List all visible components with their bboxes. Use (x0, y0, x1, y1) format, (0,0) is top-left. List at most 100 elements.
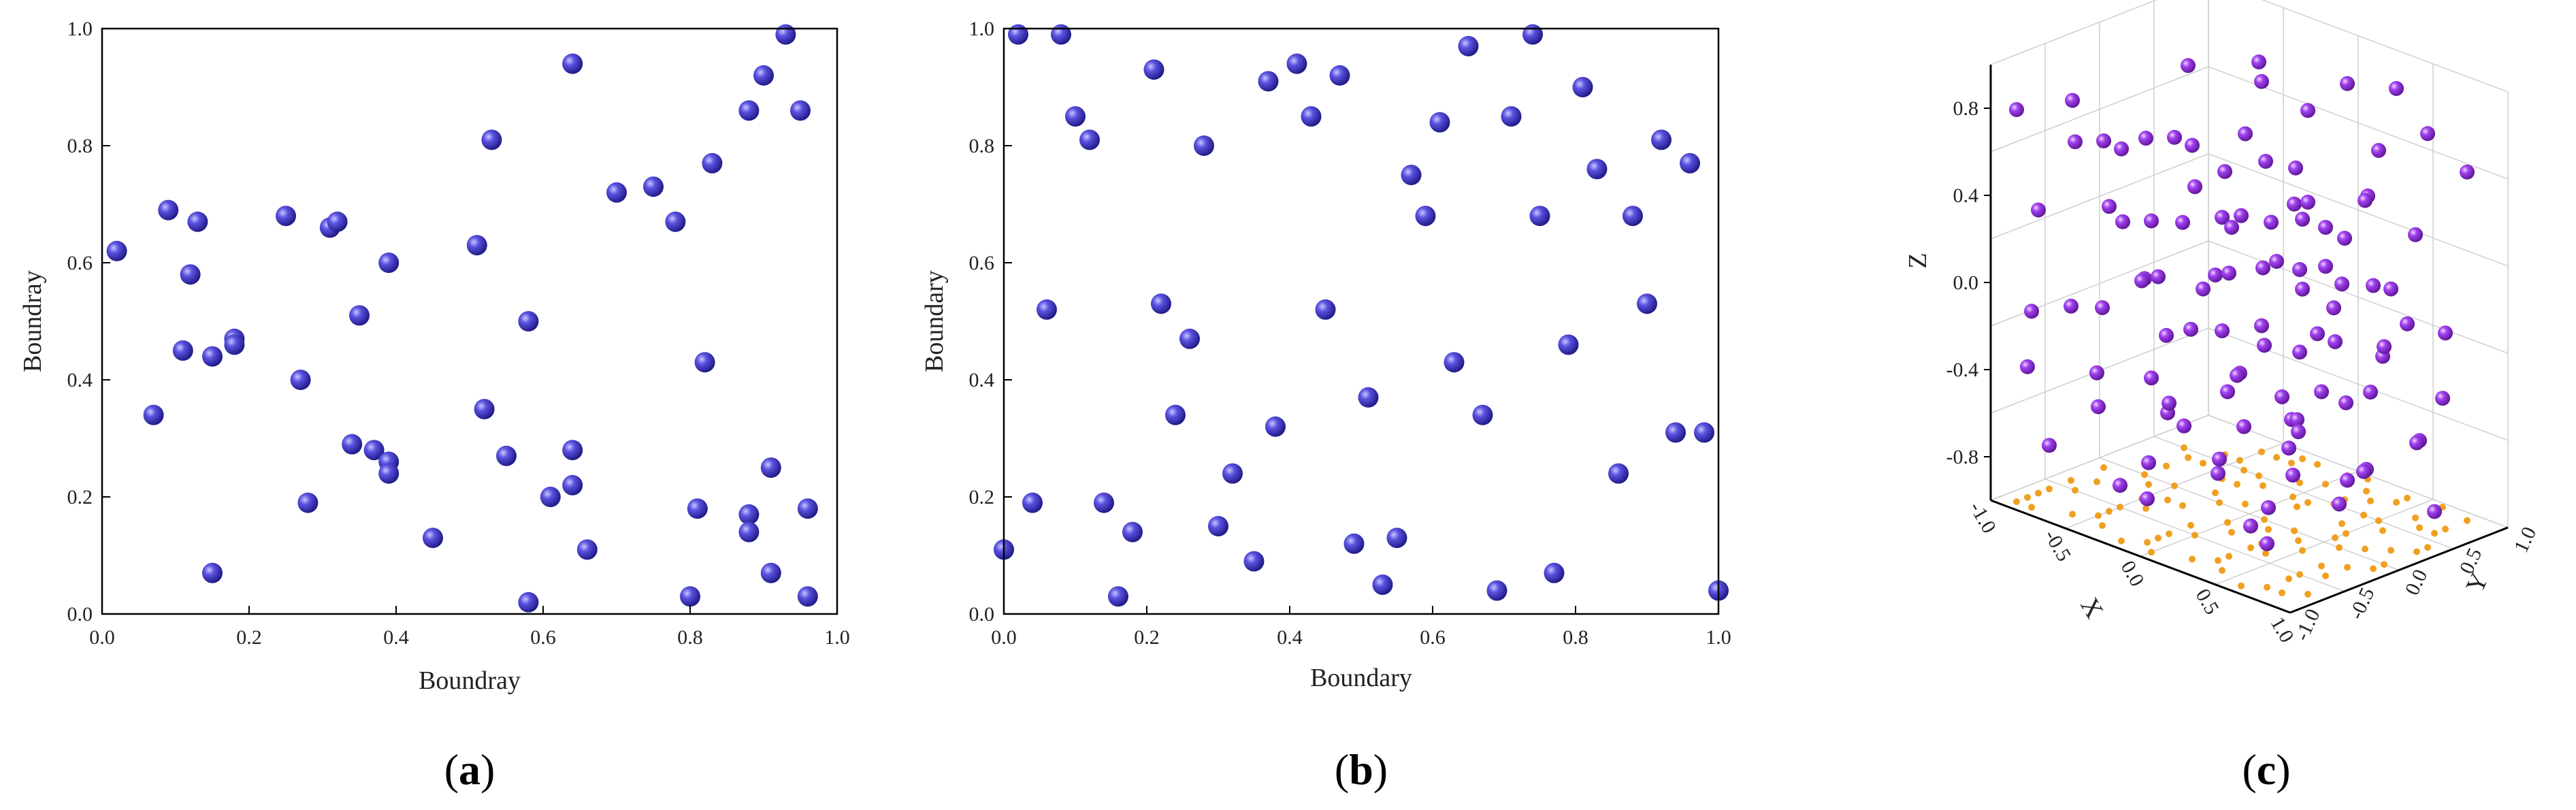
scatter-point (378, 463, 400, 484)
scatter-point (643, 176, 664, 197)
scatter-point (1243, 551, 1265, 572)
floor-projection-point (2370, 565, 2377, 572)
scatter-point (423, 528, 443, 549)
floor-projection-point (2375, 517, 2382, 524)
scatter-point (349, 305, 370, 326)
floor-projection-point (2322, 572, 2329, 579)
scatter3d-point (2255, 260, 2270, 276)
scatter3d-point (2287, 196, 2302, 212)
floor-projection-point (2261, 516, 2268, 523)
floor-projection-point (2299, 455, 2306, 462)
scatter-point (694, 352, 715, 373)
floor-projection-point (2234, 481, 2240, 488)
scatter3d-point (2328, 334, 2343, 349)
scatter-point (1637, 293, 1657, 314)
y-tick-label: 0.8 (67, 135, 93, 157)
scatter-point (1258, 71, 1279, 92)
scatter3d-point (2096, 133, 2111, 148)
scatter-point (1429, 112, 1450, 133)
scatter3d-point (2115, 214, 2130, 229)
scatter3d-point (2187, 179, 2202, 195)
scatter-point (481, 129, 502, 150)
z-tick-label: 0.4 (1953, 184, 1979, 207)
scatter-point (540, 487, 561, 507)
scatter-a-points (106, 24, 818, 613)
scatter3d-points (2009, 54, 2475, 551)
scatter3d-point (2377, 339, 2392, 355)
floor-projection-point (2145, 481, 2152, 488)
floor-gridline (2215, 499, 2434, 585)
floor-projection-point (2413, 548, 2420, 555)
scatter-point (518, 592, 539, 613)
scatter3d-point (2340, 472, 2355, 488)
x-tick-label: 0.4 (383, 626, 409, 649)
scatter-point (158, 199, 179, 221)
floor-projection-point (2142, 505, 2149, 512)
scatter-point (1122, 521, 1143, 542)
scatter-point (1358, 387, 1379, 408)
scatter-point (1301, 106, 1322, 127)
y-tick-label: 0.2 (67, 486, 93, 508)
scatter3d-point (2091, 399, 2106, 415)
scatter-point (1151, 293, 1171, 314)
scatter-point (562, 440, 583, 461)
x-tick-label: 0.0 (991, 626, 1017, 649)
scatter-point (180, 264, 201, 285)
floor-projection-point (2367, 498, 2374, 504)
scatter-point (1529, 206, 1550, 227)
scatter3d-point (2095, 300, 2110, 315)
scatter-point (327, 211, 348, 232)
scatter3d-point (2230, 368, 2245, 383)
scatter3d-point (2217, 164, 2232, 179)
floor-projection-point (2393, 499, 2400, 506)
floor-projection-point (2294, 503, 2300, 511)
scatter-point (518, 311, 539, 331)
floor-projection-point (2289, 493, 2296, 500)
scatter-point (665, 211, 686, 232)
scatter-point (1522, 24, 1543, 45)
scatter-point (1486, 580, 1507, 601)
scatter3d-point (2068, 134, 2083, 150)
scatter3d-point (2409, 435, 2424, 451)
panel-label-b: (b) (1335, 745, 1388, 794)
floor-projection-point (2164, 496, 2171, 504)
floor-projection-point (2069, 511, 2076, 518)
scatter3d-point (2264, 214, 2279, 230)
scatter3d-point (2236, 419, 2251, 434)
scatter3d-point (2215, 210, 2230, 225)
floor-projection-point (2412, 514, 2419, 521)
floor-projection-point (2332, 534, 2338, 541)
scatter-point (1458, 35, 1479, 56)
y-tick-label: 1.0 (969, 18, 995, 40)
scatter3d-point (2334, 276, 2349, 292)
z-tick-label: 0.8 (1953, 97, 1979, 120)
wall-gridline (2261, 0, 2509, 93)
floor-projection-point (2262, 550, 2269, 557)
scatter3d-point (2212, 451, 2227, 467)
floor-projection-point (2226, 553, 2232, 560)
floor-projection-point (2247, 544, 2254, 551)
floor-projection-point (2336, 544, 2343, 551)
floor-projection-point (2318, 562, 2325, 570)
x-tick-label: 0.2 (236, 626, 262, 649)
scatter-b-x-ticks: 0.0 0.2 0.4 0.6 0.8 1.0 (991, 606, 1731, 649)
scatter-point (1143, 59, 1164, 80)
panel-label-a: (a) (444, 745, 495, 794)
floor-projection-point (2228, 529, 2235, 536)
scatter-point (797, 498, 818, 519)
scatter-point (1008, 24, 1028, 45)
scatter-point (106, 240, 127, 261)
floor-projection-point (2265, 525, 2272, 533)
floor-projection-point (2288, 459, 2295, 467)
scatter-point (1079, 129, 1100, 150)
floor-projection-point (2200, 459, 2206, 467)
scatter3d-point (2338, 395, 2353, 410)
scatter3d-point (2300, 195, 2315, 210)
y-tick-label: 0.0 (67, 603, 93, 626)
scatter3d-point (2089, 365, 2104, 380)
wall-gridline (1990, 415, 2209, 501)
scatter-a-y-axis-title: Boundray (18, 270, 47, 372)
scatter3d-point (2371, 143, 2386, 158)
scatter-point (1222, 463, 1243, 484)
